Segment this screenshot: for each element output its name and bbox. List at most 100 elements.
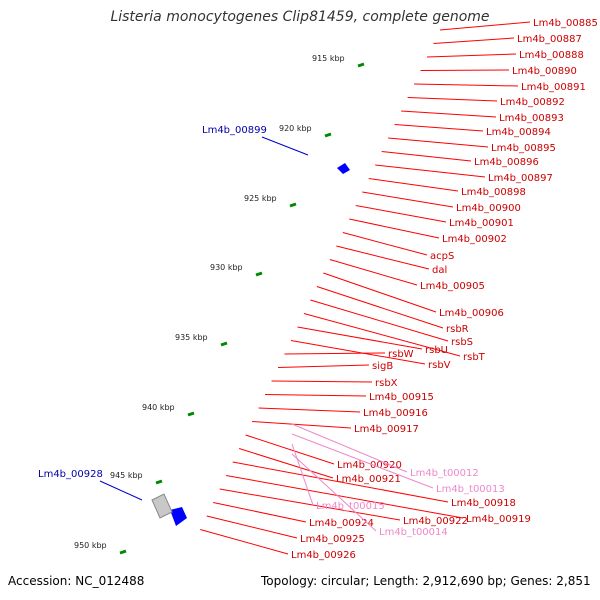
gene-label[interactable]: dal — [432, 265, 447, 276]
gene-leader — [375, 164, 486, 178]
map-title: Listeria monocytogenes Clip81459, comple… — [110, 9, 490, 25]
gene-label[interactable]: Lm4b_00901 — [449, 218, 514, 229]
trna-label[interactable]: Lm4b_t00015 — [316, 501, 385, 512]
gene-leader — [310, 299, 449, 342]
gene-label[interactable]: Lm4b_00893 — [499, 113, 564, 124]
tick-mark — [220, 341, 228, 347]
gene-leader — [284, 352, 386, 355]
gene-label[interactable]: Lm4b_00898 — [461, 187, 526, 198]
gene-leader — [277, 364, 370, 368]
gene-label-left[interactable]: Lm4b_00928 — [38, 469, 103, 480]
tick-label: 940 kbp — [142, 403, 175, 412]
trna-leader — [291, 453, 377, 532]
gene-label[interactable]: Lm4b_00900 — [456, 203, 521, 214]
gene-label[interactable]: Lm4b_00915 — [369, 392, 434, 403]
gene-label[interactable]: Lm4b_00920 — [337, 460, 402, 471]
gene-leader — [420, 69, 510, 71]
gene-leader-left — [99, 480, 143, 501]
tick-label: 920 kbp — [279, 124, 312, 133]
accession-label: Accession: NC_012488 — [8, 574, 145, 588]
trna-label[interactable]: Lm4b_t00012 — [410, 468, 479, 479]
gene-leader — [349, 218, 440, 239]
gene-leader-left — [261, 136, 309, 156]
gene-label[interactable]: rsbV — [428, 360, 451, 371]
gene-leader — [245, 434, 335, 465]
gene-arrow-left[interactable] — [170, 507, 187, 526]
gene-label[interactable]: rsbS — [451, 337, 473, 348]
gene-leader — [219, 488, 401, 521]
gene-label[interactable]: Lm4b_00922 — [403, 516, 468, 527]
trna-label[interactable]: Lm4b_t00013 — [436, 484, 505, 495]
trna-leader — [291, 423, 408, 473]
topology-label: Topology: circular; Length: 2,912,690 bp… — [261, 574, 591, 588]
gene-leader — [427, 53, 517, 58]
gene-label[interactable]: Lm4b_00925 — [300, 534, 365, 545]
gene-label[interactable]: Lm4b_00917 — [354, 424, 419, 435]
gene-leader — [290, 340, 426, 365]
gene-leader — [407, 97, 498, 102]
gene-label[interactable]: Lm4b_00919 — [466, 514, 531, 525]
gene-leader — [271, 380, 373, 383]
gene-leader — [381, 151, 472, 162]
tick-mark — [155, 479, 163, 485]
trna-label[interactable]: Lm4b_t00014 — [379, 527, 448, 538]
gene-label[interactable]: Lm4b_00892 — [500, 97, 565, 108]
gene-label[interactable]: Lm4b_00921 — [336, 474, 401, 485]
tick-mark — [289, 202, 297, 208]
gene-leader — [401, 110, 497, 118]
gene-label[interactable]: Lm4b_00896 — [474, 157, 539, 168]
gene-leader — [297, 326, 423, 350]
gene-leader — [439, 21, 531, 31]
gene-leader — [362, 191, 454, 208]
gene-label[interactable]: Lm4b_00918 — [451, 498, 516, 509]
gene-label[interactable]: Lm4b_00885 — [533, 18, 598, 29]
tick-label: 930 kbp — [210, 263, 243, 272]
gene-label[interactable]: Lm4b_00926 — [291, 550, 356, 561]
gene-leader — [336, 245, 430, 270]
gene-label[interactable]: Lm4b_00902 — [442, 234, 507, 245]
gene-label[interactable]: rsbR — [446, 324, 469, 335]
gene-block-left[interactable] — [151, 493, 173, 519]
gene-label[interactable]: Lm4b_00891 — [521, 82, 586, 93]
trna-leader — [291, 433, 434, 489]
gene-label-left[interactable]: Lm4b_00899 — [202, 125, 267, 136]
gene-label[interactable]: rsbW — [388, 349, 414, 360]
tick-label: 950 kbp — [74, 541, 107, 550]
gene-label[interactable]: rsbX — [375, 378, 398, 389]
tick-label: 935 kbp — [175, 333, 208, 342]
tick-mark — [357, 62, 365, 68]
tick-mark — [119, 549, 127, 555]
gene-label[interactable]: Lm4b_00894 — [486, 127, 551, 138]
gene-leader — [414, 83, 519, 87]
gene-label[interactable]: Lm4b_00906 — [439, 308, 504, 319]
tick-mark — [324, 132, 332, 138]
gene-label[interactable]: rsbU — [425, 345, 448, 356]
gene-leader — [252, 421, 352, 429]
trna-leader — [291, 443, 314, 506]
gene-label[interactable]: Lm4b_00924 — [309, 518, 374, 529]
gene-leader — [329, 259, 418, 286]
gene-label[interactable]: Lm4b_00895 — [491, 143, 556, 154]
gene-leader — [323, 272, 437, 313]
gene-leader — [303, 313, 461, 357]
tick-mark — [187, 411, 195, 417]
gene-label[interactable]: Lm4b_00887 — [517, 34, 582, 45]
gene-label[interactable]: sigB — [372, 361, 393, 372]
gene-label[interactable]: Lm4b_00888 — [519, 50, 584, 61]
gene-label[interactable]: Lm4b_00897 — [488, 173, 553, 184]
tick-mark — [255, 271, 263, 277]
gene-leader — [213, 502, 307, 523]
gene-leader — [342, 232, 428, 256]
gene-label[interactable]: rsbT — [463, 352, 486, 363]
gene-label[interactable]: Lm4b_00905 — [420, 281, 485, 292]
gene-label[interactable]: Lm4b_00890 — [512, 66, 577, 77]
gene-leader — [232, 461, 449, 503]
tick-label: 945 kbp — [110, 471, 143, 480]
gene-label[interactable]: Lm4b_00916 — [363, 408, 428, 419]
gene-arrow-left[interactable] — [337, 163, 350, 174]
tick-label: 915 kbp — [312, 54, 345, 63]
gene-leader — [206, 515, 298, 539]
gene-label[interactable]: acpS — [430, 251, 454, 262]
